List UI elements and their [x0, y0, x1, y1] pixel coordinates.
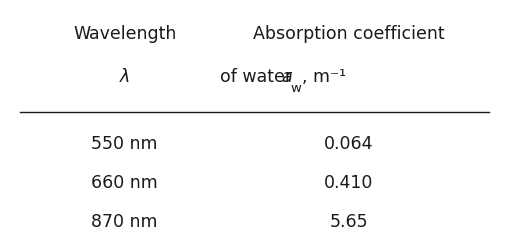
Text: 0.410: 0.410 [324, 174, 374, 192]
Text: 550 nm: 550 nm [92, 135, 158, 153]
Text: , m⁻¹: , m⁻¹ [302, 68, 346, 86]
Text: 0.064: 0.064 [324, 135, 374, 153]
Text: Absorption coefficient: Absorption coefficient [253, 25, 444, 43]
Text: 660 nm: 660 nm [91, 174, 158, 192]
Text: Wavelength: Wavelength [73, 25, 177, 43]
Text: λ: λ [120, 68, 130, 86]
Text: 5.65: 5.65 [329, 213, 368, 231]
Text: a: a [281, 68, 292, 86]
Text: of water: of water [220, 68, 298, 86]
Text: w: w [291, 82, 301, 96]
Text: 870 nm: 870 nm [92, 213, 158, 231]
